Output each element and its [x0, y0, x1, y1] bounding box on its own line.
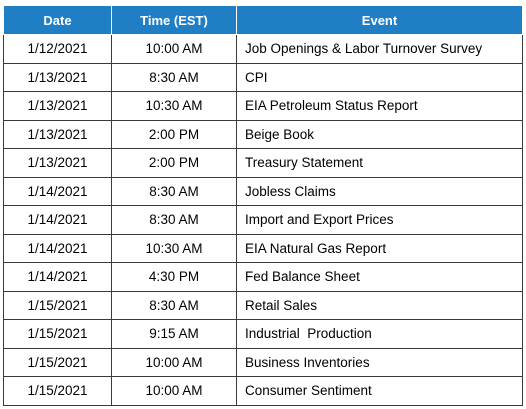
table-row: 1/13/2021 10:30 AM EIA Petroleum Status … [3, 91, 523, 121]
time-cell: 10:00 AM [111, 347, 237, 377]
date-cell: 1/13/2021 [3, 119, 112, 149]
table-row: 1/13/2021 8:30 AM CPI [3, 62, 523, 92]
date-cell: 1/13/2021 [3, 148, 112, 178]
event-cell: CPI [236, 62, 523, 92]
date-cell: 1/14/2021 [3, 262, 112, 292]
time-cell: 2:00 PM [111, 119, 237, 149]
table-row: 1/14/2021 10:30 AM EIA Natural Gas Repor… [3, 233, 523, 263]
event-cell: Treasury Statement [236, 148, 523, 178]
table-row: 1/13/2021 2:00 PM Beige Book [3, 119, 523, 149]
date-cell: 1/14/2021 [3, 233, 112, 263]
header-event: Event [236, 5, 523, 35]
date-cell: 1/14/2021 [3, 205, 112, 235]
table-row: 1/13/2021 2:00 PM Treasury Statement [3, 148, 523, 178]
date-cell: 1/15/2021 [3, 290, 112, 320]
event-cell: Fed Balance Sheet [236, 262, 523, 292]
time-cell: 10:30 AM [111, 233, 237, 263]
date-cell: 1/15/2021 [3, 319, 112, 349]
table-row: 1/14/2021 8:30 AM Import and Export Pric… [3, 205, 523, 235]
header-time: Time (EST) [111, 5, 237, 35]
event-cell: Beige Book [236, 119, 523, 149]
event-cell: EIA Natural Gas Report [236, 233, 523, 263]
table-row: 1/12/2021 10:00 AM Job Openings & Labor … [3, 34, 523, 64]
event-cell: EIA Petroleum Status Report [236, 91, 523, 121]
table-row: 1/14/2021 8:30 AM Jobless Claims [3, 176, 523, 206]
table-row: 1/15/2021 8:30 AM Retail Sales [3, 290, 523, 320]
time-cell: 10:30 AM [111, 91, 237, 121]
date-cell: 1/12/2021 [3, 34, 112, 64]
event-cell: Job Openings & Labor Turnover Survey [236, 34, 523, 64]
table-row: 1/15/2021 10:00 AM Consumer Sentiment [3, 376, 523, 406]
date-cell: 1/14/2021 [3, 176, 112, 206]
time-cell: 8:30 AM [111, 62, 237, 92]
event-cell: Consumer Sentiment [236, 376, 523, 406]
table-header-row: Date Time (EST) Event [3, 5, 523, 35]
time-cell: 8:30 AM [111, 176, 237, 206]
event-cell: Industrial Production [236, 319, 523, 349]
event-cell: Business Inventories [236, 347, 523, 377]
date-cell: 1/13/2021 [3, 91, 112, 121]
time-cell: 10:00 AM [111, 376, 237, 406]
table-row: 1/14/2021 4:30 PM Fed Balance Sheet [3, 262, 523, 292]
header-date: Date [3, 5, 112, 35]
time-cell: 10:00 AM [111, 34, 237, 64]
event-cell: Retail Sales [236, 290, 523, 320]
time-cell: 8:30 AM [111, 205, 237, 235]
table-row: 1/15/2021 9:15 AM Industrial Production [3, 319, 523, 349]
economic-calendar-table: Date Time (EST) Event 1/12/2021 10:00 AM… [3, 5, 523, 406]
date-cell: 1/13/2021 [3, 62, 112, 92]
table-row: 1/15/2021 10:00 AM Business Inventories [3, 347, 523, 377]
date-cell: 1/15/2021 [3, 376, 112, 406]
event-cell: Import and Export Prices [236, 205, 523, 235]
time-cell: 2:00 PM [111, 148, 237, 178]
time-cell: 9:15 AM [111, 319, 237, 349]
event-cell: Jobless Claims [236, 176, 523, 206]
time-cell: 8:30 AM [111, 290, 237, 320]
date-cell: 1/15/2021 [3, 347, 112, 377]
time-cell: 4:30 PM [111, 262, 237, 292]
